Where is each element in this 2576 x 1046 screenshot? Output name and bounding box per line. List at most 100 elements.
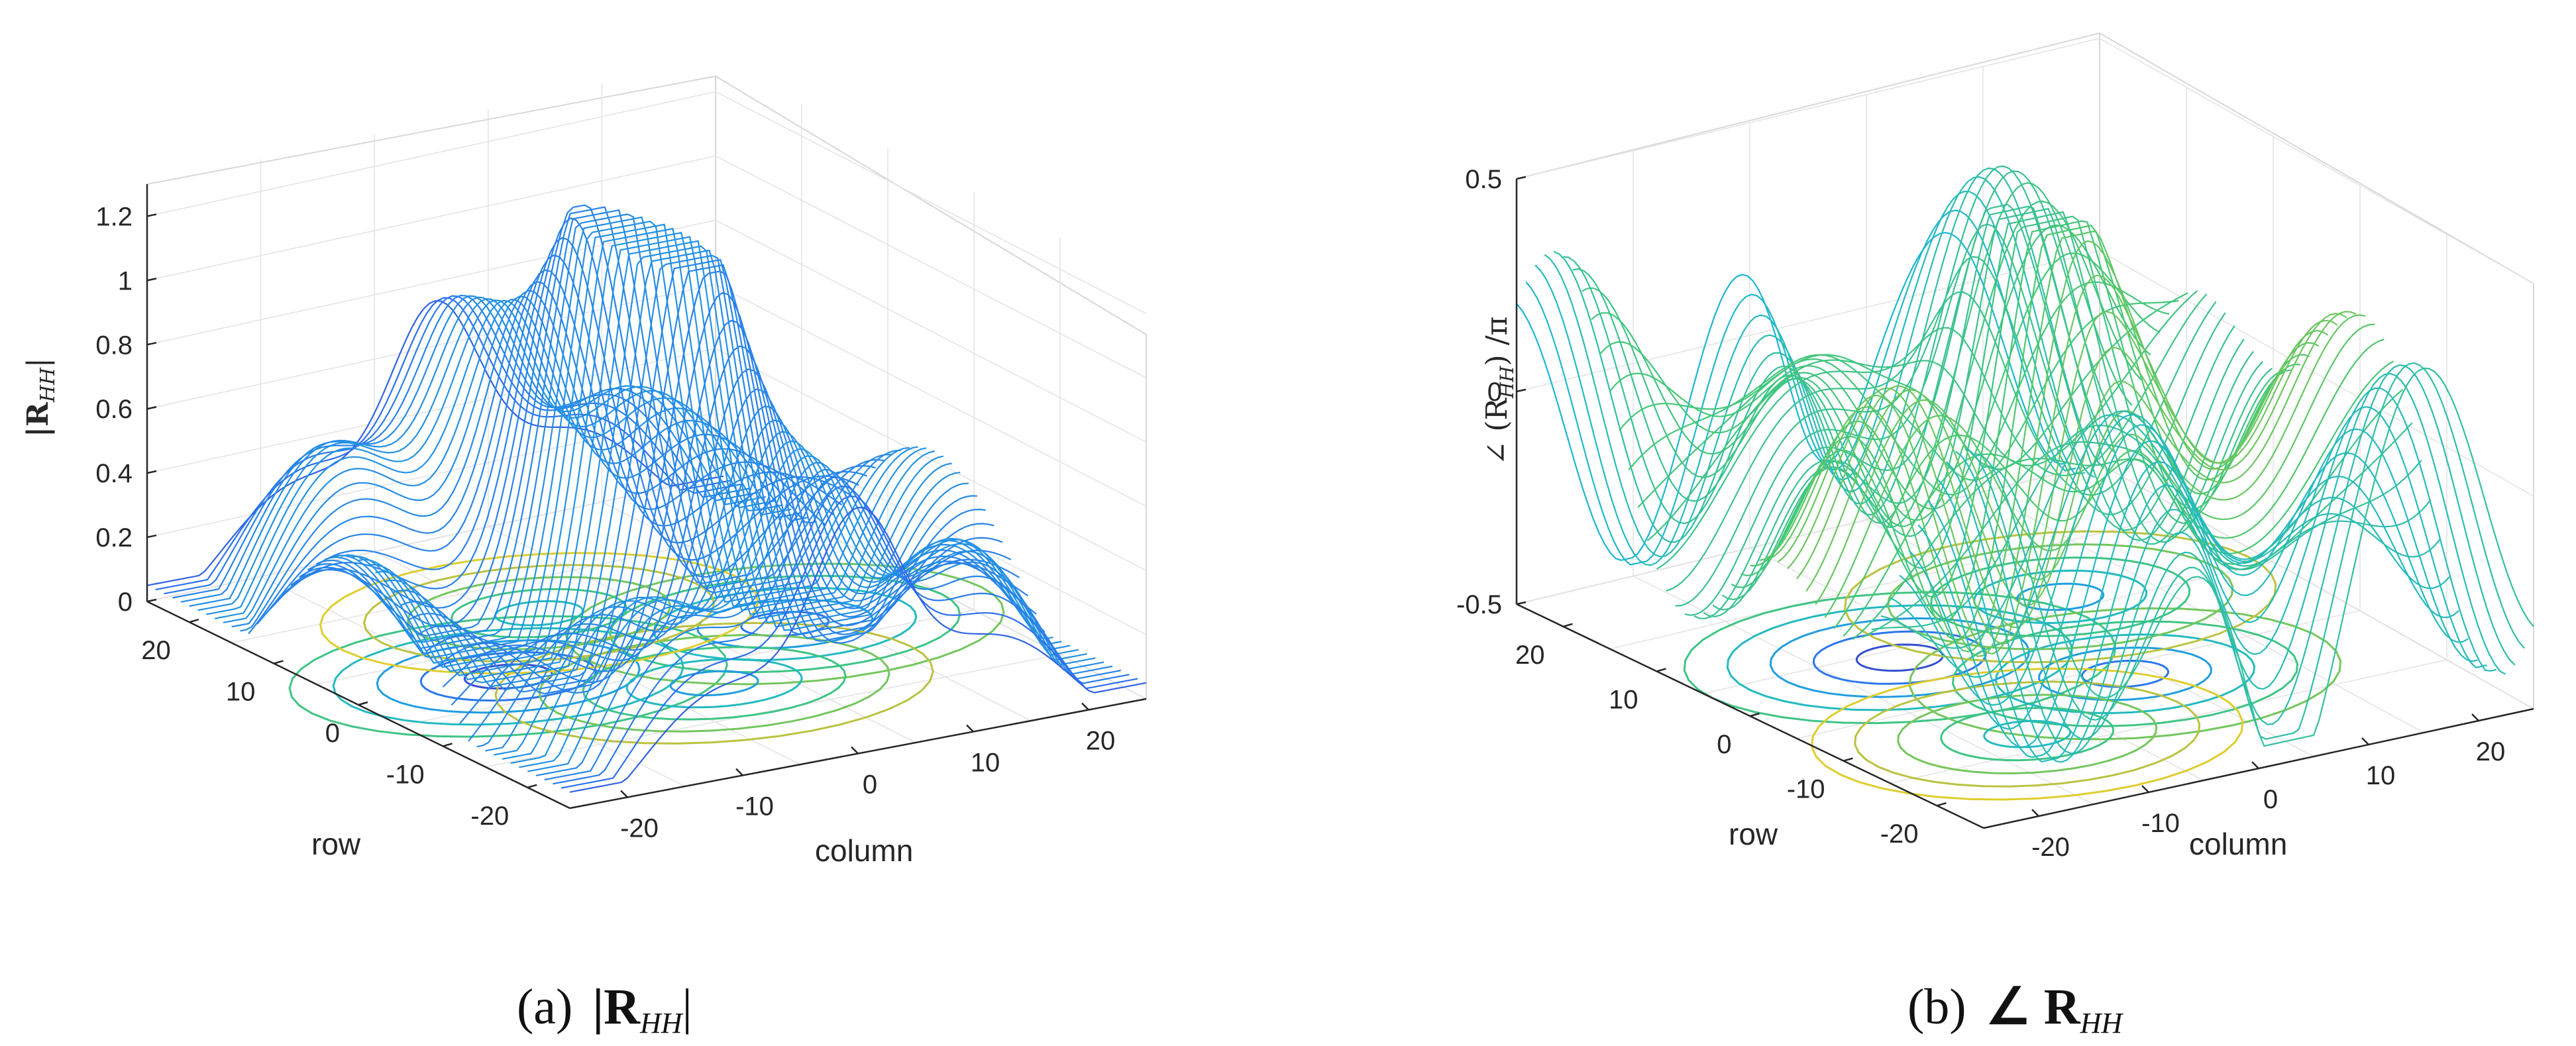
surface-row-line	[535, 468, 1113, 776]
row-tick-label: 20	[1515, 641, 1545, 670]
surface-plot-b: -0.5 0 0.5 20 10 0 -10 -20 -20 -10 0 10 20 row col…	[1456, 32, 2536, 1039]
floor-contour	[538, 634, 890, 733]
svg-text:∠ (RHH) /π: ∠ (RHH) /π	[1480, 317, 1518, 466]
surface-row-line	[223, 298, 800, 623]
surface-row-line	[206, 299, 783, 615]
floor-contour	[1908, 607, 2342, 741]
surface-row-line	[1609, 252, 2161, 510]
column-tick-label: 10	[2366, 761, 2396, 790]
surface-row-line	[1890, 410, 2441, 678]
surface-row-line	[1582, 182, 2133, 529]
column-tick-label: -20	[2031, 833, 2070, 862]
floor-contour	[2080, 659, 2170, 688]
surface-row-line	[1936, 406, 2487, 763]
panel-b: -0.5 0 0.5 20 10 0 -10 -20 -20 -10 0 10 20 row col…	[1288, 0, 2576, 1046]
vertical-tick-mark	[146, 213, 157, 217]
floor-contour	[1994, 633, 2256, 715]
column-tick-label: -20	[620, 814, 659, 843]
surface-row-line	[1983, 367, 2534, 747]
floor-contour	[1940, 707, 2115, 762]
surface-row-line	[290, 204, 868, 628]
surface-row-line	[392, 249, 969, 688]
surface-row-line	[189, 296, 766, 607]
vertical-tick-mark	[1516, 601, 1527, 605]
row-tick-mark	[1937, 802, 1947, 807]
surface-row-line	[366, 236, 944, 676]
surface-wire-b	[1516, 165, 2534, 763]
surface-row-line	[231, 295, 808, 628]
surface-row-line	[256, 269, 834, 625]
column-tick-label: 0	[863, 770, 877, 800]
surface-row-line	[1628, 299, 2179, 481]
vertical-ticks-a: 0 0.2 0.4 0.6 0.8 1 1.2	[95, 202, 157, 617]
surface-row-line	[1815, 314, 2366, 605]
surface-row-line	[1741, 220, 2291, 622]
row-label-a: row	[311, 827, 361, 861]
column-tick-mark	[1081, 702, 1089, 711]
vertical-tick-label: -0.5	[1456, 590, 1502, 619]
row-ticks-a: 20 10 0 -10 -20	[141, 618, 537, 831]
row-tick-mark	[1563, 623, 1573, 628]
floor-contour	[362, 564, 716, 663]
column-tick-label: 20	[1086, 727, 1116, 756]
svg-text:|RHH|: |RHH|	[21, 358, 60, 437]
surface-row-line	[1805, 311, 2357, 607]
vertical-label-a: |RHH|	[21, 358, 60, 437]
surface-row-line	[1703, 205, 2254, 617]
surface-row-line	[1974, 362, 2525, 740]
row-tick-mark	[527, 784, 537, 789]
surface-row-line	[1843, 360, 2394, 637]
vertical-tick-mark	[146, 470, 157, 474]
vertical-tick-mark	[1516, 388, 1527, 393]
floor-contour	[2016, 582, 2105, 611]
column-tick-mark	[2031, 809, 2039, 817]
row-tick-label: 0	[1717, 730, 1731, 759]
column-tick-label: 0	[2263, 785, 2278, 814]
surface-row-line	[1544, 176, 2095, 558]
column-tick-label: 20	[2476, 737, 2506, 766]
surface-row-line	[375, 240, 952, 681]
vertical-tick-label: 0	[118, 588, 133, 617]
row-tick-label: 10	[226, 678, 256, 707]
vertical-tick-label: 1	[118, 266, 133, 295]
caption-a: (a) |RHH|	[517, 979, 692, 1039]
floor-contour	[376, 639, 641, 714]
surface-row-line	[155, 297, 733, 591]
surface-row-line	[324, 216, 902, 655]
surface-row-line	[417, 264, 994, 695]
vertical-tick-mark	[146, 342, 157, 346]
floor-contour	[625, 658, 803, 709]
surface-row-line	[384, 245, 961, 684]
vertical-tick-mark	[146, 406, 157, 410]
caption-b: (b) ∠ RHH	[1907, 979, 2123, 1039]
surface-row-line	[502, 440, 1079, 760]
column-tick-label: -10	[2141, 809, 2180, 838]
column-label-b: column	[2189, 827, 2287, 861]
surface-row-line	[510, 448, 1087, 764]
surface-row-line	[1833, 339, 2385, 629]
surface-row-line	[273, 236, 851, 605]
column-tick-label: -10	[735, 792, 774, 821]
surface-row-line	[1955, 372, 2506, 755]
vertical-tick-mark	[146, 278, 157, 282]
surface-row-line	[553, 485, 1130, 785]
row-tick-label: 10	[1609, 685, 1638, 714]
surface-row-line	[264, 254, 843, 615]
vertical-tick-label: 0.8	[95, 331, 133, 360]
vertical-tick-label: 0	[1487, 378, 1502, 407]
surface-row-line	[1693, 203, 2245, 619]
row-tick-mark	[189, 618, 199, 623]
row-tick-mark	[1656, 668, 1666, 672]
column-ticks-a: -20 -10 0 10 20	[620, 702, 1116, 843]
surface-row-line	[197, 297, 775, 611]
row-tick-mark	[358, 701, 368, 706]
surface-row-line	[1534, 190, 2086, 566]
floor-contour	[332, 627, 684, 726]
column-tick-mark	[966, 724, 974, 733]
surface-row-line	[180, 295, 758, 603]
vertical-tick-label: 0.5	[1465, 165, 1502, 194]
surface-row-line	[1880, 413, 2432, 649]
floor-contour	[696, 598, 874, 649]
floor-contour	[1811, 667, 2244, 801]
